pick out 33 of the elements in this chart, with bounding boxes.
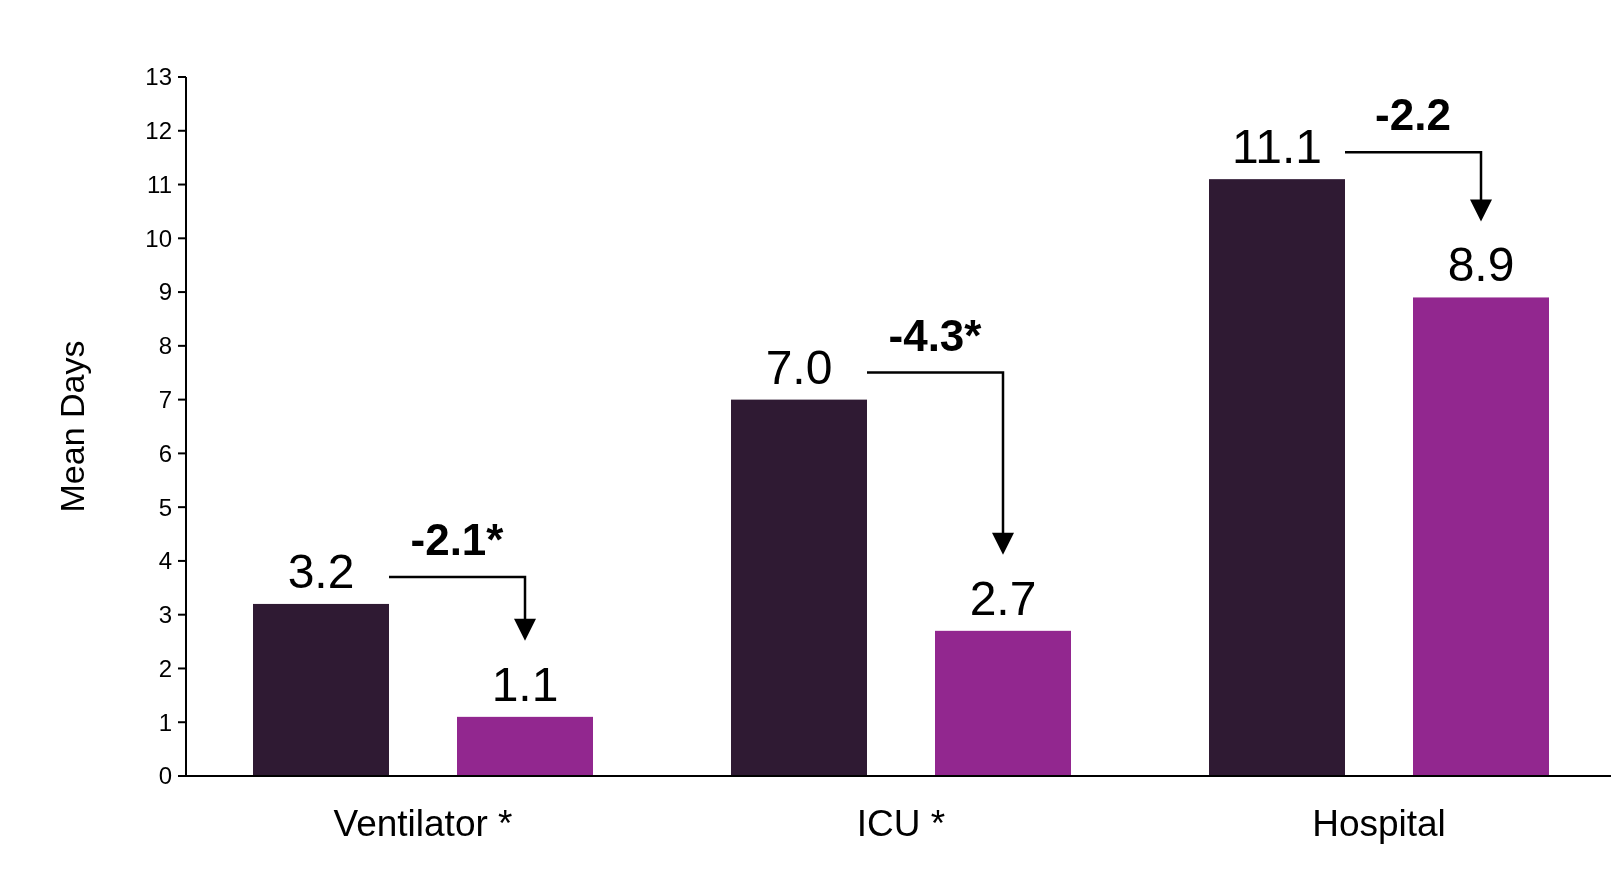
data-label: 1.1 — [491, 657, 559, 711]
y-tick-label: 6 — [158, 439, 172, 467]
x-tick-label: Hospital — [1312, 803, 1446, 844]
data-label: 3.2 — [287, 544, 355, 598]
y-tick-label: 4 — [158, 547, 172, 575]
y-tick-label: 7 — [158, 386, 172, 414]
y-tick-label: 1 — [158, 708, 172, 736]
y-tick-label: 0 — [158, 762, 172, 790]
data-label: 2.7 — [969, 571, 1037, 625]
bar — [253, 603, 389, 776]
annotation: -4.3* — [888, 310, 983, 360]
x-tick-label: Ventilator * — [333, 803, 513, 844]
bar — [731, 399, 867, 776]
bar — [457, 716, 593, 776]
annotation: -2.1* — [410, 514, 505, 564]
y-tick-label: 11 — [147, 170, 172, 198]
y-tick-label: 13 — [145, 63, 172, 91]
annotation: -2.2 — [1375, 90, 1451, 140]
x-tick-label: ICU * — [856, 803, 946, 844]
data-label: 7.0 — [765, 340, 833, 394]
bar — [1209, 179, 1345, 776]
y-tick-label: 5 — [158, 493, 172, 521]
y-tick-label: 9 — [158, 278, 172, 306]
bar — [1413, 297, 1549, 776]
y-tick-label: 8 — [158, 332, 172, 360]
y-axis-title: Mean Days — [53, 340, 91, 513]
y-tick-label: 10 — [145, 224, 172, 252]
y-tick-label: 3 — [158, 601, 172, 629]
bar — [935, 630, 1071, 776]
y-tick-label: 2 — [158, 654, 172, 682]
data-label: 8.9 — [1447, 238, 1515, 292]
data-label: 11.1 — [1232, 120, 1322, 174]
y-tick-label: 12 — [145, 117, 172, 145]
